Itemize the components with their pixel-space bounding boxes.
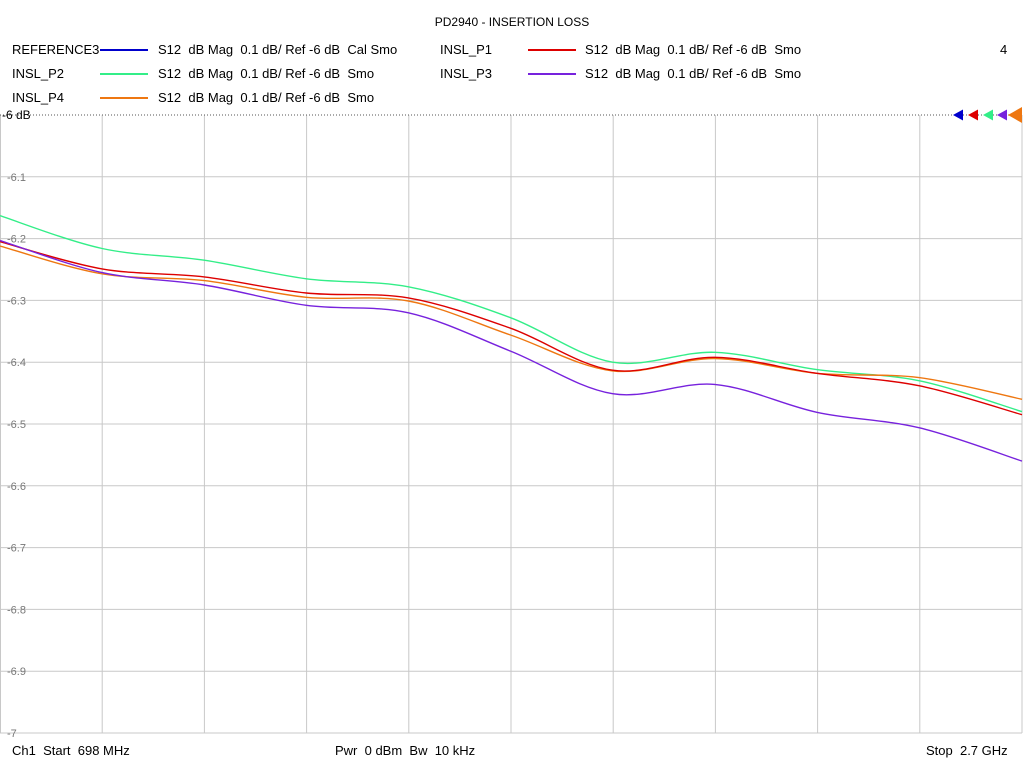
trace-insl-p4 bbox=[0, 245, 1023, 400]
legend-line-reference3 bbox=[100, 49, 148, 51]
legend-desc-insl-p2: S12 dB Mag 0.1 dB/ Ref -6 dB Smo bbox=[158, 66, 375, 81]
traces bbox=[0, 215, 1023, 462]
y-tick-label: -6.2 bbox=[7, 234, 26, 246]
legend-name-reference3: REFERENCE3 bbox=[12, 42, 100, 57]
footer-power-bandwidth: Pwr 0 dBm Bw 10 kHz bbox=[335, 743, 476, 758]
y-tick-label: -6.7 bbox=[7, 543, 26, 555]
grid bbox=[0, 114, 1023, 734]
y-axis-ticks: -6.1 -6.2 -6.3 -6.4 -6.5 -6.6 -6.7 -6.8 -6.9 -7 -6… bbox=[2, 108, 31, 740]
legend-desc-insl-p1: S12 dB Mag 0.1 dB/ Ref -6 dB Smo bbox=[585, 42, 802, 57]
legend-line-insl-p1 bbox=[528, 49, 576, 51]
trace-insl-p2 bbox=[0, 215, 1023, 413]
y-tick-label: -6.3 bbox=[7, 295, 26, 307]
y-tick-label: -6.4 bbox=[7, 357, 26, 369]
reference-marker-reference3 bbox=[953, 109, 963, 121]
y-tick-label: -6.9 bbox=[7, 666, 26, 678]
reference-marker-insl-p1 bbox=[968, 109, 978, 121]
reference-markers bbox=[953, 107, 1022, 123]
trace-insl-p1 bbox=[0, 241, 1023, 416]
y-tick-label: -6.1 bbox=[7, 172, 26, 184]
trace-insl-p3 bbox=[0, 239, 1023, 462]
legend-desc-insl-p3: S12 dB Mag 0.1 dB/ Ref -6 dB Smo bbox=[585, 66, 802, 81]
legend-desc-reference3: S12 dB Mag 0.1 dB/ Ref -6 dB Cal Smo bbox=[158, 42, 398, 57]
legend-name-insl-p1: INSL_P1 bbox=[440, 42, 493, 57]
window-number: 4 bbox=[1000, 42, 1008, 57]
legend-line-insl-p2 bbox=[100, 73, 148, 75]
legend-name-insl-p3: INSL_P3 bbox=[440, 66, 493, 81]
footer-start: Ch1 Start 698 MHz bbox=[12, 743, 130, 758]
y-tick-label: -6.6 bbox=[7, 481, 26, 493]
legend-line-insl-p3 bbox=[528, 73, 576, 75]
y-tick-label: -7 bbox=[7, 728, 17, 740]
legend-name-insl-p2: INSL_P2 bbox=[12, 66, 65, 81]
reference-marker-insl-p2 bbox=[983, 109, 993, 121]
reference-marker-insl-p3 bbox=[997, 109, 1007, 121]
y-tick-label: -6.8 bbox=[7, 604, 26, 616]
chart-title: PD2940 - INSERTION LOSS bbox=[434, 15, 590, 29]
legend-name-insl-p4: INSL_P4 bbox=[12, 90, 65, 105]
legend-line-insl-p4 bbox=[100, 97, 148, 99]
footer-stop: Stop 2.7 GHz bbox=[926, 743, 1008, 758]
legend-desc-insl-p4: S12 dB Mag 0.1 dB/ Ref -6 dB Smo bbox=[158, 90, 375, 105]
y-tick-label: -6.5 bbox=[7, 419, 26, 431]
reference-marker-insl-p4 bbox=[1008, 107, 1022, 123]
reference-level-label: -6 dB bbox=[2, 108, 31, 122]
